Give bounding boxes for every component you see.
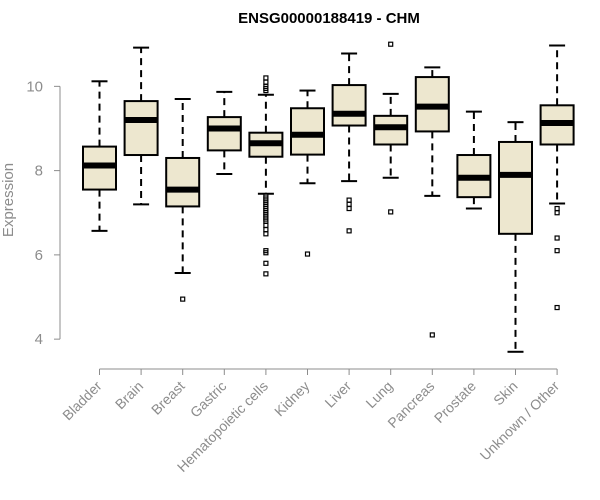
box-brain (123, 46, 159, 206)
box-hematopoietic-cells (248, 75, 284, 277)
outlier-point (263, 250, 269, 256)
x-tick-label: Brain (112, 378, 146, 412)
outlier-point (346, 201, 352, 207)
outlier-point (429, 332, 435, 338)
outlier-point (263, 87, 269, 94)
box-skin (498, 121, 533, 353)
chart-title: ENSG00000188419 - CHM (238, 10, 420, 27)
iqr-box (290, 107, 325, 156)
outlier-point (554, 235, 560, 241)
x-tick-label: Skin (490, 378, 521, 409)
box-kidney (290, 89, 325, 257)
x-tick-label: Bladder (59, 378, 105, 424)
outlier-point (346, 228, 352, 234)
outlier-point (263, 231, 269, 237)
outlier-point (263, 222, 269, 228)
iqr-box (206, 116, 242, 152)
iqr-box (331, 84, 367, 127)
x-tick-label: Breast (148, 378, 188, 418)
x-tick-label: Prostate (431, 378, 479, 426)
box-liver (331, 52, 367, 234)
box-bladder (82, 80, 117, 232)
outlier-point (388, 209, 394, 215)
x-tick-label: Unknown / Other (477, 378, 563, 464)
outlier-point (346, 197, 352, 203)
box-prostate (456, 110, 492, 210)
x-tick-label: Lung (362, 378, 395, 411)
box-breast (165, 97, 201, 302)
outlier-point (263, 260, 269, 266)
x-tick-label: Kidney (271, 378, 313, 420)
iqr-box (165, 156, 201, 208)
outlier-point (554, 205, 560, 212)
iqr-box (123, 100, 159, 157)
x-tick-label: Liver (321, 378, 354, 411)
outlier-point (346, 205, 352, 212)
y-tick-label: 10 (26, 78, 43, 95)
iqr-box (498, 140, 533, 235)
y-tick-label: 6 (35, 247, 43, 264)
box-lung (373, 41, 409, 215)
box-pancreas (414, 66, 450, 338)
outlier-point (263, 75, 269, 81)
outlier-point (388, 41, 394, 47)
outlier-point (554, 248, 560, 254)
box-gastric (206, 90, 242, 175)
boxes (82, 41, 575, 353)
outlier-point (304, 251, 311, 257)
outlier-point (263, 227, 269, 233)
y-tick-label: 4 (35, 331, 43, 348)
outlier-point (263, 79, 269, 85)
outlier-point (554, 210, 560, 216)
box-unknown-other (539, 44, 575, 311)
outlier-point (180, 296, 186, 302)
outlier-point (554, 304, 560, 311)
y-axis-label: Expression (0, 163, 17, 237)
y-tick-label: 8 (35, 163, 43, 180)
outlier-point (263, 271, 269, 277)
